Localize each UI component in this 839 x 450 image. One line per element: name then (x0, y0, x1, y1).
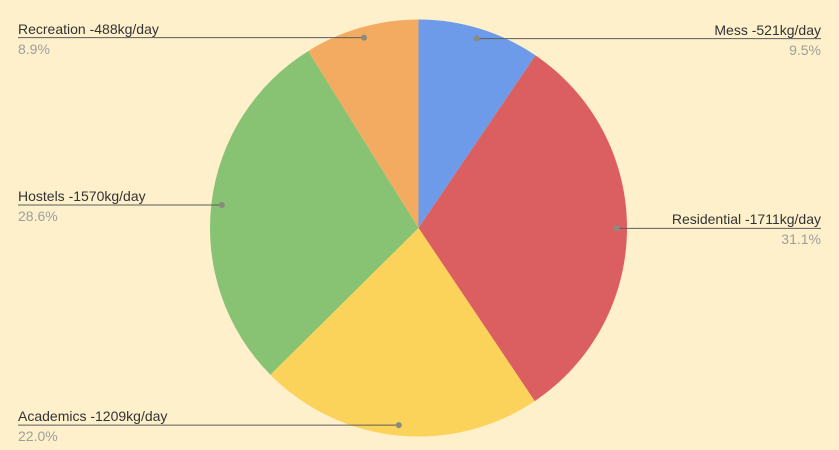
slice-percentage-recreation: 8.9% (18, 41, 50, 57)
pie-slice-mess[interactable] (418, 19, 536, 229)
callout-academics: Academics -1209kg/day 22.0% (18, 408, 167, 443)
pie-slice-hostels[interactable] (209, 51, 419, 375)
pie-slice-recreation[interactable] (308, 19, 419, 229)
leader-dot-recreation (361, 34, 367, 41)
callout-hostels: Hostels -1570kg/day 28.6% (18, 188, 146, 223)
slice-label-mess: Mess -521kg/day (714, 22, 821, 38)
slice-label-academics: Academics -1209kg/day (18, 408, 168, 424)
callout-recreation: Recreation -488kg/day 8.9% (18, 21, 159, 56)
slice-percentage-residential: 31.1% (781, 231, 821, 247)
leader-dot-academics (395, 422, 402, 429)
slice-label-recreation: Recreation -488kg/day (18, 21, 159, 37)
slice-label-residential: Residential -1711kg/day (671, 211, 821, 227)
leader-dot-mess (473, 35, 480, 42)
slice-percentage-mess: 9.5% (789, 42, 821, 58)
slice-percentage-hostels: 28.6% (18, 208, 58, 224)
pie-slice-residential[interactable] (418, 55, 627, 402)
slice-label-hostels: Hostels -1570kg/day (18, 188, 146, 204)
leader-dot-residential (613, 225, 620, 232)
slice-percentage-academics: 22.0% (18, 428, 58, 444)
leader-dot-hostels (218, 202, 225, 208)
callout-residential: Residential -1711kg/day 31.1% (672, 211, 821, 246)
callout-mess: Mess -521kg/day 9.5% (714, 22, 821, 57)
pie-slice-academics[interactable] (270, 228, 535, 437)
